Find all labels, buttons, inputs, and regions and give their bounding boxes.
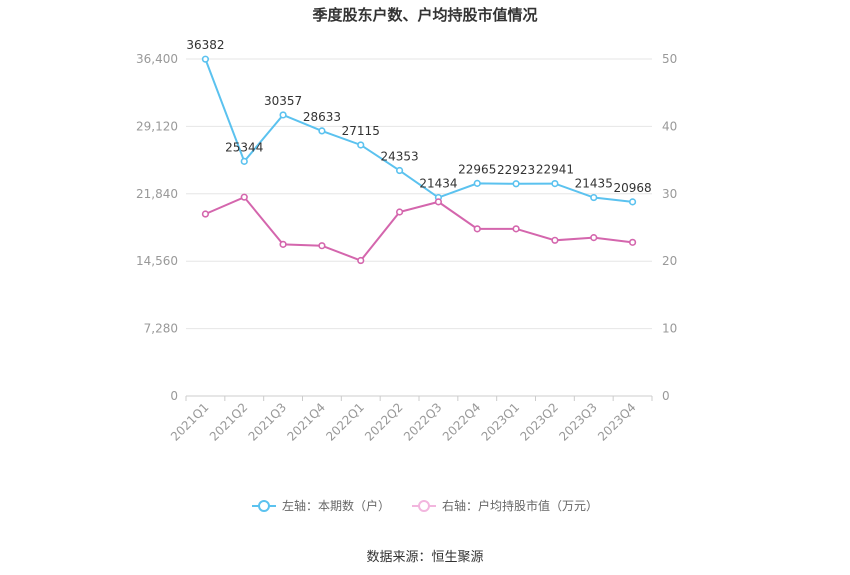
series-line-avg-value — [205, 195, 633, 262]
right-tick-label: 10 — [662, 322, 677, 336]
left-tick-label: 36,400 — [136, 52, 178, 66]
data-label: 22923 — [497, 163, 535, 177]
legend-label-avg-value: 右轴：户均持股市值（万元） — [442, 499, 599, 513]
x-tick-label: 2023Q4 — [595, 400, 639, 444]
legend-swatch-households — [251, 499, 276, 513]
legend-item-households[interactable]: 左轴：本期数（户） — [251, 497, 390, 514]
left-tick-label: 21,840 — [136, 187, 178, 201]
left-tick-label: 14,560 — [136, 254, 178, 268]
right-axis: 0 10 20 30 40 50 — [662, 52, 677, 403]
x-tick-label: 2021Q1 — [168, 400, 212, 444]
x-tick-label: 2021Q2 — [207, 400, 251, 444]
x-axis: 2021Q12021Q22021Q32021Q42022Q12022Q22022… — [168, 395, 653, 444]
data-point[interactable] — [357, 141, 365, 149]
left-tick-label: 7,280 — [144, 322, 178, 336]
source-note: 数据来源：恒生聚源 — [366, 550, 484, 565]
data-point[interactable] — [279, 111, 287, 119]
data-label: 22965 — [458, 162, 496, 176]
data-point[interactable] — [512, 180, 520, 188]
right-tick-label: 0 — [662, 389, 670, 403]
chart-title: 季度股东户数、户均持股市值情况 — [312, 6, 538, 24]
data-point[interactable] — [628, 238, 637, 246]
data-point[interactable] — [240, 193, 248, 201]
right-tick-label: 50 — [662, 52, 677, 66]
data-label: 21434 — [419, 177, 457, 191]
data-label: 21435 — [575, 177, 613, 191]
left-axis: 0 7,280 14,560 21,840 29,120 36,400 — [136, 52, 178, 403]
x-tick-label: 2023Q3 — [556, 400, 600, 444]
data-point[interactable] — [473, 225, 481, 233]
data-label: 25344 — [225, 140, 263, 154]
data-point[interactable] — [590, 193, 598, 202]
data-point[interactable] — [551, 180, 559, 188]
series-line-households — [204, 58, 633, 203]
legend-item-avg-value[interactable]: 右轴：户均持股市值（万元） — [412, 497, 598, 514]
left-tick-label: 0 — [170, 389, 178, 403]
data-label: 27115 — [342, 124, 380, 138]
data-point[interactable] — [357, 256, 365, 265]
data-point[interactable] — [318, 242, 326, 250]
data-label: 24353 — [380, 150, 418, 164]
x-tick-label: 2022Q1 — [323, 400, 367, 444]
data-labels: 36382 25344 303572863327115243532143422965… — [186, 38, 651, 195]
data-point[interactable] — [434, 198, 443, 206]
legend-swatch-avg-value — [412, 499, 436, 513]
legend-label-households: 左轴：本期数（户） — [281, 499, 390, 513]
data-point[interactable] — [512, 225, 520, 233]
data-point[interactable] — [395, 166, 404, 175]
data-label: 28633 — [303, 110, 341, 124]
data-point[interactable] — [240, 157, 248, 165]
right-tick-label: 20 — [662, 254, 677, 268]
left-tick-label: 29,120 — [136, 119, 178, 133]
x-tick-label: 2023Q1 — [479, 400, 523, 444]
right-tick-label: 40 — [662, 119, 677, 133]
data-label: 36382 — [186, 38, 224, 52]
data-point[interactable] — [279, 240, 287, 248]
data-label: 20968 — [613, 181, 651, 195]
data-point[interactable] — [201, 55, 210, 63]
data-point[interactable] — [473, 179, 481, 187]
right-tick-label: 30 — [662, 187, 677, 201]
x-tick-label: 2022Q4 — [440, 400, 484, 444]
x-tick-label: 2022Q3 — [401, 400, 445, 444]
data-label: 30357 — [264, 94, 302, 108]
data-point[interactable] — [395, 208, 404, 216]
data-point[interactable] — [590, 234, 598, 242]
legend: 左轴：本期数（户） 右轴：户均持股市值（万元） — [0, 497, 850, 514]
x-tick-label: 2022Q2 — [362, 400, 406, 444]
x-tick-label: 2023Q2 — [517, 400, 561, 444]
data-label: 22941 — [536, 163, 574, 177]
data-point[interactable] — [201, 210, 210, 218]
series-layer — [201, 55, 637, 265]
data-point[interactable] — [318, 127, 326, 135]
x-tick-label: 2021Q4 — [284, 400, 328, 444]
x-tick-label: 2021Q3 — [246, 400, 290, 444]
data-point[interactable] — [551, 236, 559, 244]
data-point[interactable] — [628, 198, 637, 206]
grid-lines — [186, 58, 652, 330]
